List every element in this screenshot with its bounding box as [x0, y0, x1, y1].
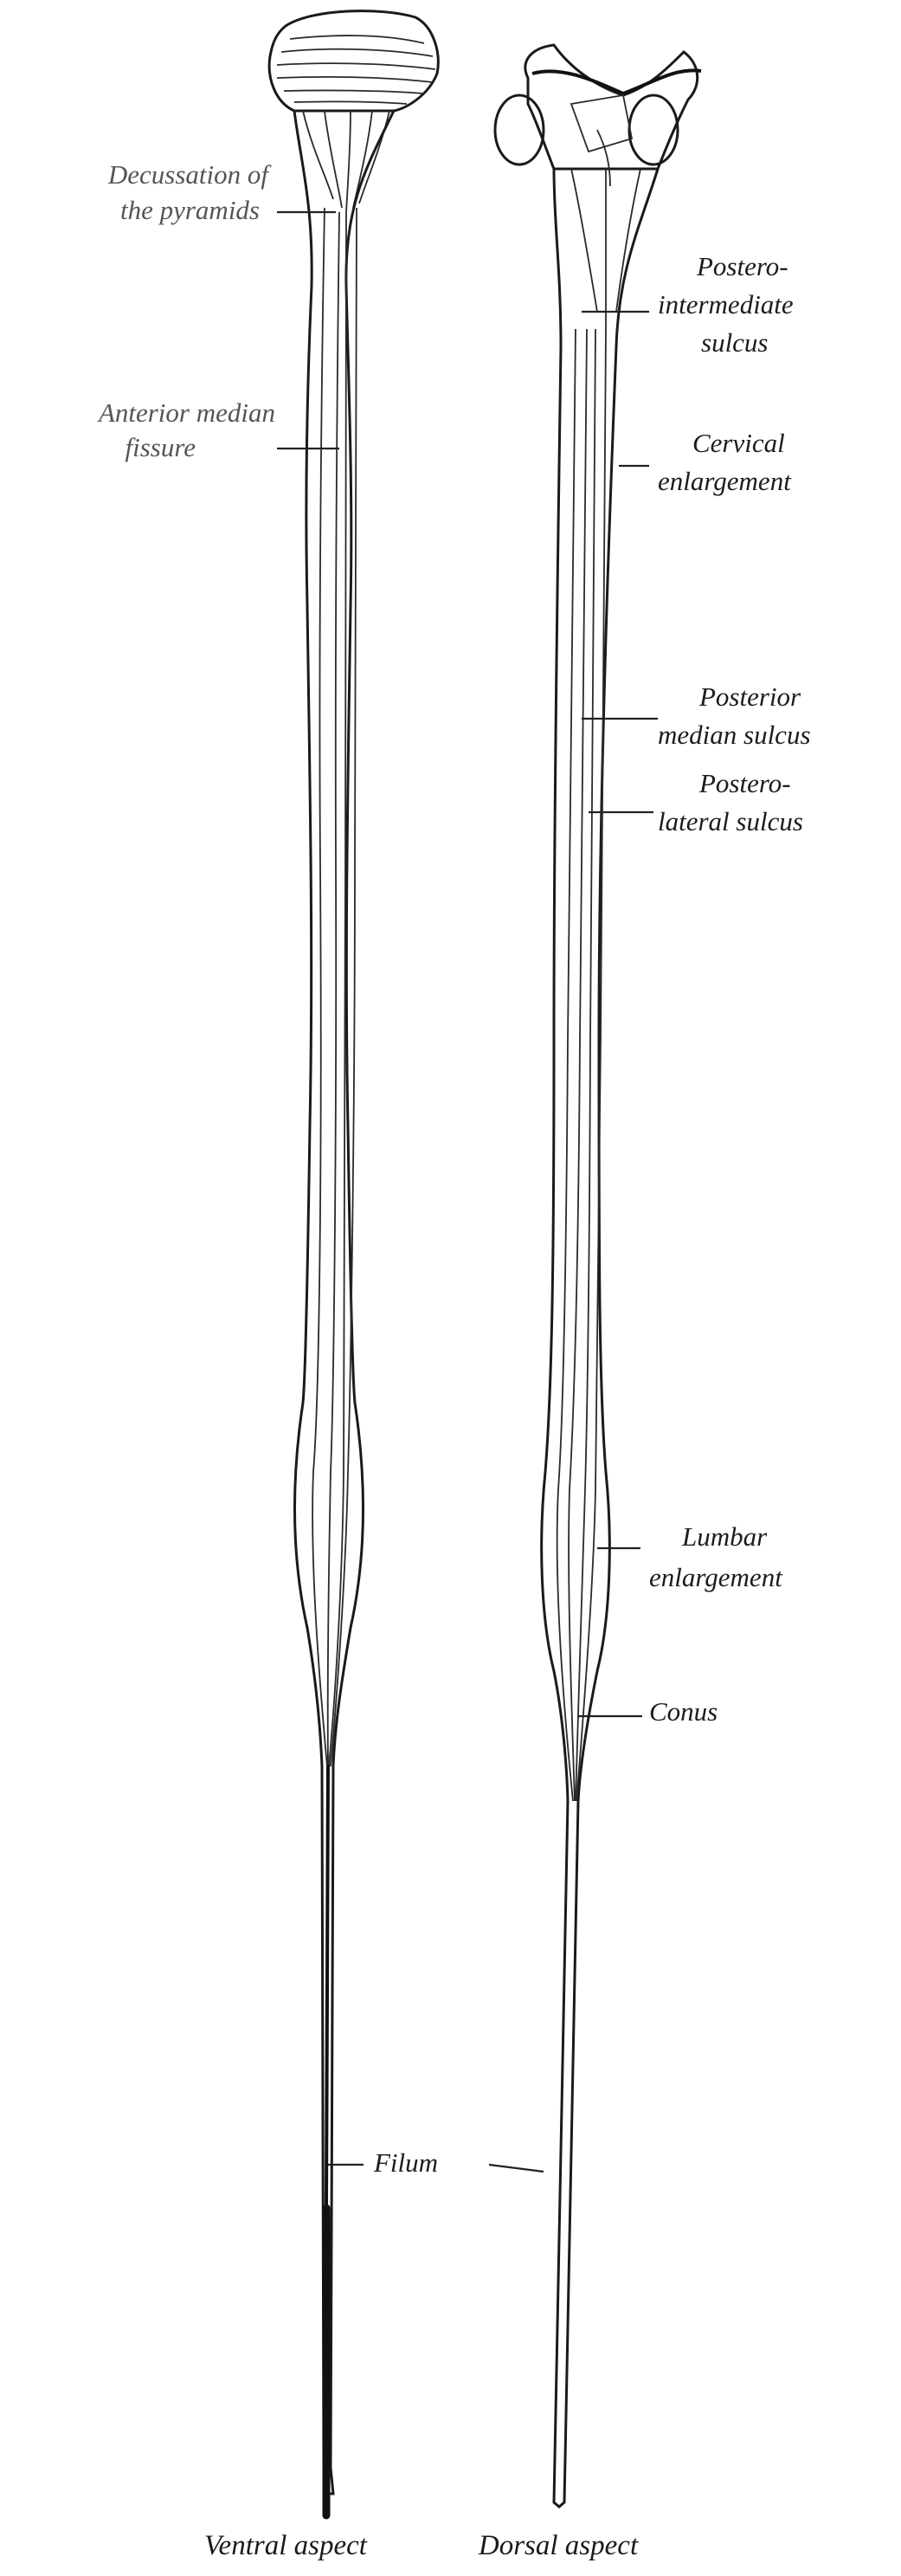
dorsal-medulla-detail — [570, 94, 641, 329]
label-cervical-line2: enlargement — [658, 466, 792, 496]
dorsal-specimen — [493, 43, 702, 2508]
label-anterior-line1: Anterior median — [97, 397, 275, 428]
label-postero-lateral-line1: Postero- — [698, 768, 791, 798]
caption-dorsal-aspect: Dorsal aspect — [478, 2530, 639, 2561]
label-postero-lateral-line2: lateral sulcus — [658, 806, 803, 836]
dorsal-cord-outline — [540, 168, 660, 2508]
label-lumbar-line1: Lumbar — [681, 1521, 768, 1552]
ventral-pyramids — [302, 110, 390, 213]
labels: Decussation of the pyramids Anterior med… — [97, 159, 811, 2178]
label-postero-intermediate-line2: intermediate — [658, 289, 794, 320]
ventral-specimen — [267, 10, 440, 2520]
ventral-medulla-head — [267, 10, 440, 113]
leader-lines — [277, 210, 658, 2173]
caption-ventral-aspect: Ventral aspect — [204, 2530, 368, 2561]
label-anterior-line2: fissure — [125, 432, 196, 462]
dorsal-tubercle-left — [493, 94, 545, 166]
dorsal-cord-lines — [556, 328, 607, 1802]
label-filum: Filum — [373, 2147, 438, 2178]
label-decussation-line1: Decussation of — [107, 159, 273, 190]
captions: Ventral aspect Dorsal aspect — [204, 2530, 639, 2561]
label-postero-intermediate-line3: sulcus — [701, 327, 769, 358]
label-lumbar-line2: enlargement — [649, 1562, 783, 1592]
dorsal-tubercle-right — [627, 94, 679, 166]
label-postero-intermediate-line1: Postero- — [696, 251, 788, 281]
label-decussation-line2: the pyramids — [120, 195, 260, 225]
ventral-filum — [325, 1765, 330, 2210]
label-posterior-median-line1: Posterior — [698, 681, 801, 712]
dorsal-medulla-crest — [531, 68, 702, 95]
leader-filum-right — [488, 2163, 544, 2173]
label-posterior-median-line2: median sulcus — [658, 720, 811, 750]
label-conus: Conus — [649, 1696, 718, 1727]
ventral-medulla-striations — [276, 35, 436, 105]
label-cervical-line1: Cervical — [692, 428, 785, 458]
